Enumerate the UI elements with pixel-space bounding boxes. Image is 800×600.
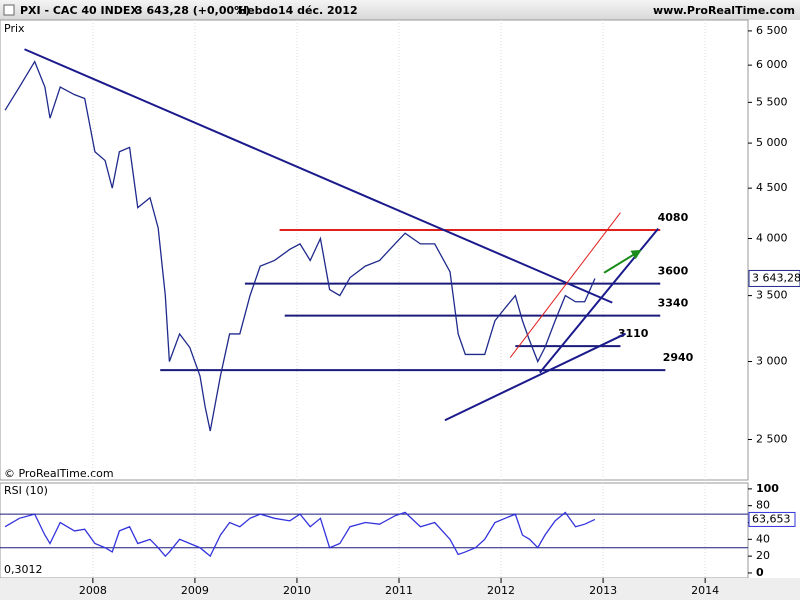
rsi-panel (0, 482, 749, 579)
period: Hebdo (238, 4, 278, 17)
date: 14 déc. 2012 (278, 4, 358, 17)
y-tick-label: 0 (756, 566, 764, 579)
trendline (509, 212, 621, 358)
trendline (24, 48, 613, 304)
y-tick-label: 3 000 (756, 355, 788, 368)
level-label: 4080 (658, 211, 689, 224)
x-tick-label: 2009 (181, 584, 209, 597)
x-tick-label: 2013 (589, 584, 617, 597)
y-tick-label: 80 (756, 499, 770, 512)
rsi-line (4, 511, 596, 558)
price-title: Prix (4, 22, 25, 35)
menu-icon[interactable] (3, 4, 15, 16)
last-value-box (748, 269, 800, 287)
y-tick-label: 20 (756, 549, 770, 562)
header-bar (0, 0, 800, 20)
site: www.ProRealTime.com (653, 4, 795, 17)
symbol: PXI - CAC 40 INDEX (20, 4, 139, 17)
price-line (4, 60, 596, 432)
x-tick-label: 2011 (385, 584, 413, 597)
y-tick-label: 3 500 (756, 289, 788, 302)
level-label: 2940 (663, 351, 694, 364)
level-label: 3110 (618, 327, 649, 340)
y-tick-label: 100 (756, 482, 779, 495)
footer: © ProRealTime.com (4, 467, 114, 480)
y-tick-label: 6 000 (756, 58, 788, 71)
y-tick-label: 2 500 (756, 432, 788, 445)
rsi-footer: 0,3012 (4, 563, 43, 576)
last-value-label: 63,653 (752, 512, 791, 525)
y-tick-label: 5 500 (756, 95, 788, 108)
x-tick-label: 2008 (79, 584, 107, 597)
y-tick-label: 4 500 (756, 181, 788, 194)
x-tick-label: 2014 (691, 584, 719, 597)
y-tick-label: 40 (756, 532, 770, 545)
y-tick-label: 4 000 (756, 232, 788, 245)
y-tick-label: 5 000 (756, 136, 788, 149)
last-value-label: 3 643,28 (752, 271, 800, 284)
last-value-box (748, 511, 796, 527)
x-axis-bar (0, 578, 800, 600)
x-tick-label: 2010 (283, 584, 311, 597)
level-label: 3600 (658, 265, 689, 278)
level-label: 3340 (658, 297, 689, 310)
trendline (444, 332, 626, 422)
arrow (603, 249, 642, 274)
quote: 3 643,28 (+0,00%) (135, 4, 250, 17)
x-tick-label: 2012 (487, 584, 515, 597)
price-panel (0, 19, 749, 481)
y-tick-label: 6 500 (756, 24, 788, 37)
rsi-title: RSI (10) (4, 484, 48, 497)
